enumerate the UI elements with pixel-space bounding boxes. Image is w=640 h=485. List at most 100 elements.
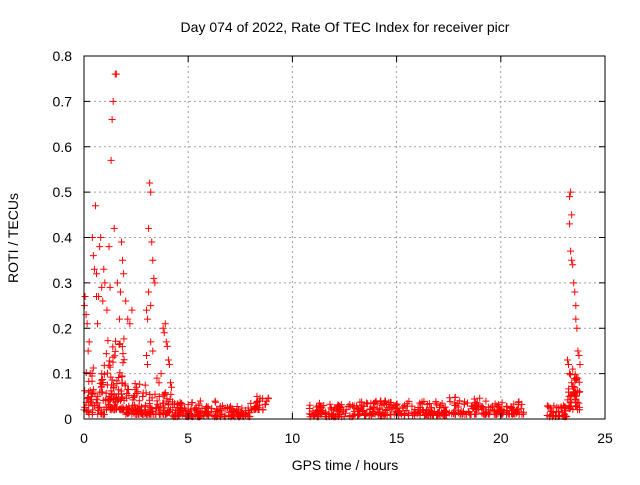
data-point [88, 234, 96, 241]
data-point [152, 410, 160, 418]
data-point [307, 411, 315, 418]
data-point [321, 410, 329, 418]
data-point [566, 370, 574, 378]
data-point [472, 405, 480, 413]
data-point [89, 386, 97, 394]
data-points [80, 70, 584, 421]
data-point [217, 406, 225, 414]
data-point [193, 409, 201, 417]
data-point [99, 297, 107, 305]
data-point [157, 370, 165, 378]
data-point [144, 315, 152, 323]
data-point [109, 343, 117, 351]
data-point [566, 398, 574, 406]
y-tick-label: 0.6 [53, 139, 73, 155]
data-point [441, 403, 449, 411]
data-point [106, 363, 114, 371]
y-axis-label: ROTI / TECUs [5, 193, 21, 283]
data-point [507, 403, 515, 411]
data-point [477, 403, 485, 411]
data-point [346, 402, 354, 410]
data-point [574, 374, 582, 382]
data-point [318, 403, 326, 411]
data-point [185, 411, 193, 419]
data-point [363, 399, 371, 407]
data-point [571, 288, 579, 296]
data-point [569, 365, 577, 373]
data-point [478, 409, 486, 417]
data-point [96, 243, 104, 251]
data-point [147, 302, 155, 310]
data-point [87, 392, 95, 400]
y-tick-label: 0.5 [53, 184, 73, 200]
data-point [432, 398, 440, 406]
data-point [394, 409, 402, 417]
data-point [160, 329, 168, 337]
y-tick-label: 0.2 [53, 320, 73, 336]
data-point [94, 320, 102, 328]
data-point [116, 288, 124, 296]
data-point [119, 256, 127, 264]
data-point [131, 392, 139, 400]
data-point [128, 306, 136, 314]
data-point [481, 410, 489, 418]
data-point [106, 396, 114, 404]
data-point [490, 407, 498, 415]
data-point [163, 397, 171, 405]
data-point [487, 403, 495, 411]
data-point [572, 315, 580, 323]
data-point [147, 188, 155, 196]
data-point [148, 238, 156, 246]
data-point [159, 391, 167, 399]
data-point [142, 389, 150, 397]
data-point [115, 315, 123, 323]
data-point [145, 288, 153, 296]
data-point [84, 347, 92, 355]
data-point [131, 401, 139, 409]
data-point [371, 398, 379, 406]
data-point [515, 398, 523, 406]
data-point [456, 397, 464, 405]
data-point [155, 410, 163, 418]
data-point [145, 224, 153, 232]
data-point [463, 399, 471, 407]
data-point [356, 398, 364, 406]
data-point [122, 404, 130, 412]
data-point [106, 283, 114, 291]
data-point [116, 369, 124, 377]
data-point [225, 411, 233, 419]
data-point [126, 320, 134, 328]
y-tick-label: 0.8 [53, 48, 73, 64]
data-point [144, 410, 152, 418]
data-point [568, 379, 576, 387]
data-point [314, 402, 322, 410]
data-point [116, 340, 124, 348]
data-point [436, 411, 444, 419]
data-point [159, 410, 167, 418]
data-point [81, 292, 89, 300]
data-point [109, 358, 117, 366]
data-point [146, 403, 154, 411]
data-point [329, 411, 337, 419]
data-point [514, 398, 522, 406]
data-point [102, 403, 110, 411]
data-point [84, 394, 92, 402]
data-point [220, 405, 228, 413]
data-point [119, 359, 127, 367]
data-point [420, 411, 428, 419]
data-point [233, 402, 241, 410]
data-point [571, 383, 579, 391]
data-point [118, 406, 126, 414]
data-point [486, 408, 494, 416]
data-point [102, 350, 110, 358]
data-point [425, 410, 433, 418]
data-point [124, 315, 132, 323]
data-point [109, 381, 117, 389]
data-point [111, 347, 119, 355]
data-point [382, 406, 390, 414]
y-tick-label: 0.3 [53, 275, 73, 291]
data-point [402, 407, 410, 415]
data-point [94, 393, 102, 401]
data-point [575, 388, 583, 396]
y-tick-label: 0.7 [53, 93, 73, 109]
